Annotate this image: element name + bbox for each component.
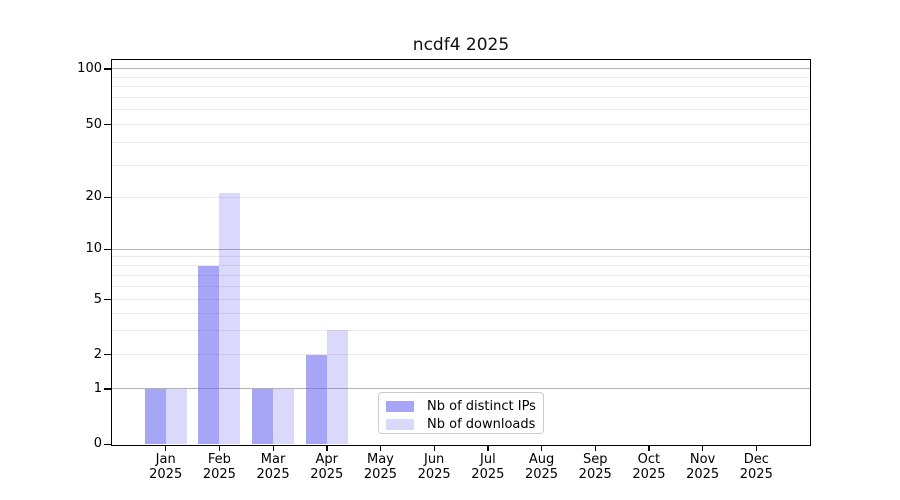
bar-downloads xyxy=(219,193,241,444)
x-tick-label: Apr 2025 xyxy=(310,452,344,482)
x-tick-mark xyxy=(755,445,758,451)
x-tick-label: Feb 2025 xyxy=(202,452,236,482)
legend-label-distinct-ips: Nb of distinct IPs xyxy=(427,398,536,414)
y-minor-gridline xyxy=(112,164,810,166)
legend: Nb of distinct IPs Nb of downloads xyxy=(378,392,544,434)
legend-item-distinct-ips: Nb of distinct IPs xyxy=(379,397,543,415)
chart-title: ncdf4 2025 xyxy=(412,35,510,55)
x-tick-mark xyxy=(379,445,382,451)
y-minor-gridline xyxy=(112,329,810,331)
y-minor-gridline xyxy=(112,86,810,88)
x-tick-mark xyxy=(272,445,274,451)
y-minor-gridline xyxy=(112,109,810,111)
x-tick-mark xyxy=(433,445,435,451)
y-tick-label: 5 xyxy=(93,291,102,307)
y-tick-mark xyxy=(104,68,112,70)
y-tick-mark xyxy=(104,124,112,126)
x-tick-mark xyxy=(165,445,167,451)
x-tick-mark xyxy=(594,445,597,451)
x-tick-label: Dec 2025 xyxy=(739,452,773,482)
x-tick-label: Jul 2025 xyxy=(471,452,505,482)
x-tick-label: Mar 2025 xyxy=(256,452,290,482)
legend-label-downloads: Nb of downloads xyxy=(427,416,536,432)
y-major-gridline xyxy=(112,68,810,70)
y-major-gridline xyxy=(112,388,810,390)
x-tick-mark xyxy=(702,445,704,451)
x-tick-label: Oct 2025 xyxy=(632,452,666,482)
y-minor-gridline xyxy=(112,285,810,287)
x-tick-mark xyxy=(648,445,650,451)
x-tick-label: Jan 2025 xyxy=(149,452,183,482)
y-tick-label: 0 xyxy=(93,436,102,451)
x-tick-mark xyxy=(326,445,328,451)
bar-downloads xyxy=(165,388,187,444)
legend-swatch-downloads-icon xyxy=(386,418,414,430)
y-minor-gridline xyxy=(112,256,810,258)
y-major-gridline xyxy=(112,248,810,250)
y-minor-gridline xyxy=(112,354,810,356)
x-tick-label: Aug 2025 xyxy=(524,452,559,482)
bar-distinct-ips xyxy=(144,388,166,444)
y-tick-label: 20 xyxy=(85,189,102,205)
y-tick-label: 50 xyxy=(85,116,102,132)
bar-downloads xyxy=(273,388,295,444)
y-minor-gridline xyxy=(112,196,810,198)
y-minor-gridline xyxy=(112,312,810,314)
x-tick-mark xyxy=(487,445,489,451)
bar-downloads xyxy=(326,330,348,444)
y-tick-label: 10 xyxy=(85,241,102,257)
bar-distinct-ips xyxy=(305,354,327,444)
x-tick-mark xyxy=(218,445,221,451)
x-tick-mark xyxy=(541,445,543,451)
y-minor-gridline xyxy=(112,97,810,99)
y-minor-gridline xyxy=(112,124,810,126)
x-tick-label: May 2025 xyxy=(363,452,397,482)
y-tick-label: 2 xyxy=(93,346,102,362)
y-tick-mark xyxy=(104,196,112,199)
x-tick-label: Jun 2025 xyxy=(417,452,451,482)
y-tick-mark xyxy=(104,248,112,251)
y-tick-mark xyxy=(104,299,112,301)
legend-item-downloads: Nb of downloads xyxy=(379,415,543,433)
y-tick-label: 1 xyxy=(93,380,102,396)
y-tick-mark xyxy=(104,443,112,445)
y-minor-gridline xyxy=(112,274,810,276)
x-tick-label: Nov 2025 xyxy=(686,452,720,482)
legend-swatch-distinct-ips-icon xyxy=(386,400,414,412)
y-tick-label: 100 xyxy=(77,60,102,76)
y-minor-gridline xyxy=(112,299,810,301)
plot-area xyxy=(112,60,810,444)
bar-distinct-ips xyxy=(252,388,274,444)
y-minor-gridline xyxy=(112,141,810,143)
y-tick-mark xyxy=(104,354,112,356)
y-minor-gridline xyxy=(112,76,810,78)
y-tick-mark xyxy=(104,388,112,390)
x-tick-label: Sep 2025 xyxy=(578,452,612,482)
y-minor-gridline xyxy=(112,265,810,266)
bar-distinct-ips xyxy=(198,265,220,444)
